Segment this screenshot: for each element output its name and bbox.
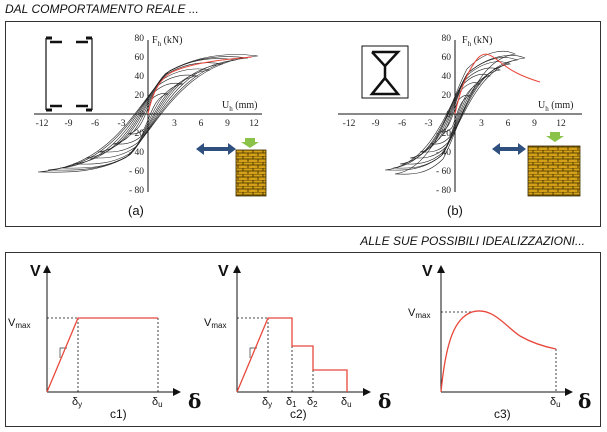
a-y-tick: - 40 (129, 148, 144, 158)
b-x-tick: 3 (479, 119, 484, 129)
c1-vmax-label: Vmax (8, 317, 30, 330)
c1-delta-u-label: δu (152, 396, 163, 409)
panel-b-envelope (454, 53, 541, 115)
idealization-frame (5, 252, 601, 427)
panel-b-load-icon (546, 132, 564, 142)
panel-b-masonry-wall (527, 145, 581, 197)
panel-a-masonry-wall (235, 149, 267, 197)
a-loops-loop (127, 93, 169, 135)
b-y-tick: - 60 (436, 167, 451, 177)
a-y-tick: - 80 (129, 186, 144, 196)
panel-a-label: (a) (128, 203, 144, 218)
a-y-tick: 80 (135, 34, 145, 44)
a-y-tick: 40 (135, 72, 145, 82)
b-loops-loop (429, 82, 481, 145)
panel-a-load-icon (241, 138, 259, 148)
b-x-tick: 9 (532, 119, 537, 129)
c1-delta-y-label: δy (72, 396, 82, 409)
c1-bilinear-curve (46, 317, 158, 393)
panel-a-x-axis-label: Uh (mm) (222, 100, 257, 113)
b-y-tick: - 20 (436, 129, 451, 139)
b-x-tick: -3 (425, 119, 433, 129)
b-x-tick: 6 (506, 119, 511, 129)
c3-label: c3) (494, 407, 511, 421)
c1-label: c1) (110, 407, 127, 421)
panel-b-hysteresis-loops (384, 50, 526, 175)
panel-b-label: (b) (447, 203, 463, 218)
c2-v-axis-label: V (218, 263, 229, 280)
b-y-tick: 40 (442, 72, 452, 82)
panel-a-envelope (147, 56, 253, 115)
b-y-tick: - 80 (436, 186, 451, 196)
c2-vmax-label: Vmax (204, 317, 226, 330)
b-loops-loop (419, 73, 491, 153)
idealization-c3: V Vmax δu δ c3) (408, 263, 591, 421)
a-y-tick: 60 (135, 53, 145, 63)
wall-section-icon-a (45, 36, 93, 112)
c2-label: c2) (290, 407, 307, 421)
c3-delta-u-label: δu (550, 396, 561, 409)
c2-stepped-curve (236, 317, 348, 393)
b-loops-loop (409, 67, 502, 159)
top-heading: DAL COMPORTAMENTO REALE ... (5, 2, 199, 16)
b-loops-loop (399, 61, 512, 165)
panel-a-hysteresis-loops (37, 54, 259, 173)
a-loops-loop (47, 56, 249, 171)
b-y-tick: 20 (442, 91, 452, 101)
a-loops-loop (85, 68, 211, 159)
c2-delta-y-label: δy (262, 396, 272, 409)
braced-frame-icon-b (361, 45, 409, 99)
b-x-tick: 12 (556, 119, 566, 129)
a-x-tick: 3 (172, 119, 177, 129)
c3-vmax-label: Vmax (408, 307, 430, 320)
a-x-tick: -3 (118, 119, 126, 129)
b-y-tick: 0 (446, 110, 451, 120)
a-x-tick: 12 (249, 119, 259, 129)
a-y-tick: - 60 (129, 167, 144, 177)
c2-delta-u-label: δu (341, 396, 352, 409)
real-behavior-frame (5, 21, 601, 227)
panel-b-x-axis-label: Uh (mm) (538, 100, 573, 113)
c3-curved-curve (440, 310, 557, 393)
middle-heading: ALLE SUE POSSIBILI IDEALIZZAZIONI... (360, 234, 585, 248)
b-y-tick: 60 (442, 53, 452, 63)
c2-delta-2-label: δ2 (307, 396, 318, 409)
idealization-c1: V Vmax δy δu δ c1) (8, 263, 201, 421)
a-x-tick: -12 (36, 119, 49, 129)
b-loops-loop (439, 94, 471, 133)
c1-delta-axis-label: δ (188, 389, 201, 413)
idealization-c2: V Vmax δy δ1 δ2 δu δ c2) (204, 263, 391, 421)
b-x-tick: -6 (398, 119, 406, 129)
b-x-tick: -9 (372, 119, 380, 129)
b-loops-loop (384, 55, 526, 171)
c2-delta-axis-label: δ (378, 389, 391, 413)
panel-a-y-axis-label: Fh (kN) (152, 35, 182, 48)
c3-delta-axis-label: δ (578, 389, 591, 413)
c2-delta-1-label: δ1 (286, 396, 297, 409)
a-loops-loop (97, 74, 199, 153)
a-x-tick: 9 (225, 119, 230, 129)
c3-v-axis-label: V (422, 263, 433, 280)
b-y-tick: 80 (442, 34, 452, 44)
panel-b-y-axis-label: Fh (kN) (462, 35, 492, 48)
a-x-tick: 6 (199, 119, 204, 129)
a-x-tick: -9 (65, 119, 73, 129)
b-x-tick: -12 (343, 119, 356, 129)
a-x-tick: -6 (91, 119, 99, 129)
a-loops-loop (37, 54, 259, 173)
a-y-tick: - 20 (129, 129, 144, 139)
a-y-tick: 20 (135, 91, 145, 101)
b-loops-loop (394, 50, 516, 175)
c1-v-axis-label: V (30, 263, 41, 280)
